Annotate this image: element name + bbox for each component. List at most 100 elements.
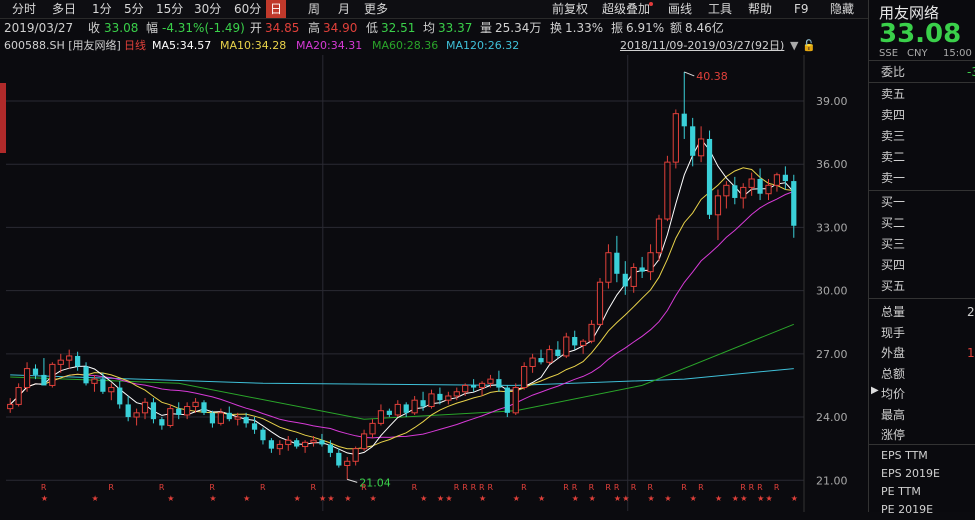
period-tab-7[interactable]: 日 [266,0,287,18]
toolbar-button-1[interactable]: 超级叠加 [598,0,654,18]
period-tab-2[interactable]: 1分 [92,2,112,16]
event-marker-r: R [681,483,687,492]
volume-value: 25.34万 [495,21,542,35]
candle-body [512,387,519,414]
toolbar-button-3[interactable]: 工具 [708,2,733,16]
high-price-label: 40.38 [696,70,728,83]
event-marker-star: ★ [167,494,174,503]
candle-body [91,378,98,384]
event-marker-star: ★ [538,494,545,503]
buy-level-4: 买四 [881,258,906,272]
expand-arrow-icon[interactable]: ▶ [871,385,879,396]
candle-body [23,368,31,389]
candle-body [108,387,115,393]
candle-body [622,273,628,287]
divider [869,60,975,61]
stat-value-2: 1 [967,346,975,360]
candle-body [748,178,755,188]
candle-body [243,417,249,424]
y-tick-label: 27.00 [816,348,848,361]
candle-body [66,355,73,361]
period-tab-10[interactable]: 更多 [364,2,389,16]
candle-body [588,323,595,342]
toolbar-button-6[interactable]: 隐藏 [830,2,855,16]
candle-body [462,384,469,393]
period-label: 日线 [124,39,146,52]
candle-body [411,399,418,414]
candlestick-chart[interactable]: 39.00 36.00 33.00 30.00 27.00 24.00 21.00 40.38… [0,55,868,512]
toolbar-button-2[interactable]: 画线 [668,2,693,16]
buy-level-5: 买五 [881,279,906,293]
candle-body [159,419,165,426]
candle-body [757,178,763,194]
high-value: 34.90 [323,21,358,35]
candle-body [386,410,392,415]
candle-body [352,448,359,462]
stat-label-3: 总额 [881,366,906,381]
divider [869,298,975,299]
stock-name: 用友网络 [879,4,940,22]
period-tab-4[interactable]: 15分 [156,2,184,16]
candle-body [294,440,300,447]
event-marker-star: ★ [41,494,48,503]
ma5-line [9,138,795,456]
ma60-label: MA60:28.36 [372,39,439,52]
candle-body [49,363,56,386]
currency-label: CNY [907,48,928,59]
candle-body [133,412,140,418]
lock-icon[interactable]: 🔓 [802,39,816,52]
toolbar-button-4[interactable]: 帮助 [748,2,773,16]
period-tab-1[interactable]: 多日 [52,2,77,16]
candle-body [369,422,376,435]
chevron-down-icon[interactable]: ▼ [790,39,799,52]
candle-body [268,440,275,449]
candle-body [504,387,510,413]
stat-label-2: 外盘 [881,346,906,360]
candle-body [782,174,788,182]
quote-time: 15:00 [943,48,972,59]
period-tab-8[interactable]: 周 [308,2,321,16]
candle-body [478,382,486,389]
event-marker-r: R [749,483,755,492]
candle-body [765,184,772,195]
candle-body [773,174,781,186]
event-marker-r: R [614,483,620,492]
candle-body [697,138,705,157]
toolbar-button-5[interactable]: F9 [794,2,809,16]
stock-price: 33.08 [879,19,962,49]
buy-level-2: 买二 [881,216,906,230]
y-tick-label: 21.00 [816,474,848,487]
event-marker-star: ★ [648,494,655,503]
quote-bar: 2019/03/27 收 33.08 幅 -4.31%(-1.49) 开 34.… [0,19,868,37]
candle-body [706,138,713,215]
candle-body [471,385,477,388]
stat-label-5: 最高 [881,407,906,422]
stat-label-1: 现手 [881,325,906,340]
period-tab-3[interactable]: 5分 [124,2,144,16]
period-tab-6[interactable]: 60分 [234,2,262,16]
candle-body [100,379,106,392]
candle-body [672,113,679,163]
candle-body [150,402,157,420]
period-tab-5[interactable]: 30分 [194,2,222,16]
candle-body [57,359,64,365]
amount-label: 额 [670,21,683,35]
event-marker-star: ★ [614,494,621,503]
stat-value-0: 2 [967,305,975,319]
event-marker-r: R [260,483,266,492]
candle-body [167,408,174,426]
event-marker-r: R [487,483,493,492]
event-marker-r: R [361,483,367,492]
period-tab-0[interactable]: 分时 [12,2,37,16]
candle-body [546,349,553,363]
toolbar-button-0[interactable]: 前复权 [552,2,589,16]
candle-body [647,252,654,273]
candle-body [260,429,266,441]
candle-body [596,281,604,325]
date-range-selector[interactable]: 2018/11/09-2019/03/27(92日) [620,39,785,52]
high-label: 高 [308,21,321,35]
amplitude-label: 振 [611,21,624,35]
period-tab-9[interactable]: 月 [338,2,351,16]
event-marker-star: ★ [715,494,722,503]
candle-body [723,184,730,197]
